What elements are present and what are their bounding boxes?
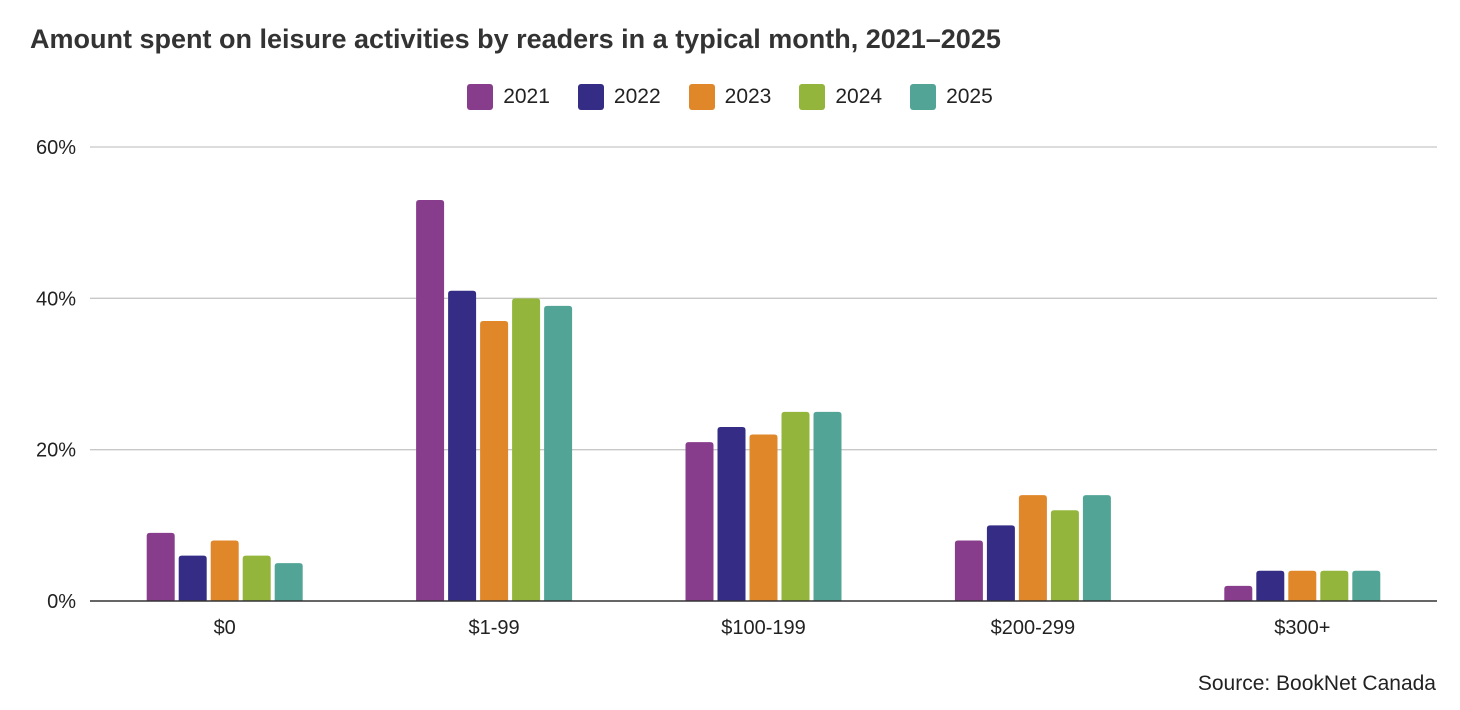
bar	[749, 434, 778, 601]
bar	[813, 411, 842, 601]
y-tick-label: 0%	[47, 591, 76, 613]
bar	[178, 555, 207, 601]
source-note: Source: BookNet Canada	[1197, 672, 1436, 695]
bar	[1224, 585, 1253, 601]
y-tick-label: 20%	[36, 440, 76, 462]
y-tick-label: 60%	[36, 137, 76, 159]
legend-label: 2024	[835, 85, 883, 108]
bar	[1320, 570, 1349, 601]
legend-item: 2023	[688, 84, 772, 110]
bar	[512, 298, 541, 601]
bar	[1018, 495, 1047, 601]
bar	[544, 305, 573, 601]
x-tick-label: $1-99	[469, 617, 520, 639]
bar	[954, 540, 983, 601]
bar	[274, 563, 303, 601]
bar	[416, 199, 445, 601]
bar	[1352, 570, 1381, 601]
legend-label: 2021	[503, 85, 550, 108]
bar	[210, 540, 239, 601]
chart-title: Amount spent on leisure activities by re…	[30, 24, 1001, 54]
legend-swatch	[910, 84, 937, 110]
legend-item: 2024	[799, 84, 882, 110]
bar	[242, 555, 271, 601]
x-tick-label: $0	[214, 617, 236, 639]
bar	[1256, 570, 1285, 601]
bar	[1288, 570, 1317, 601]
bar	[480, 321, 509, 601]
x-tick-label: $100-199	[721, 617, 806, 639]
legend-label: 2023	[724, 85, 772, 108]
y-tick-label: 40%	[36, 288, 76, 310]
legend-swatch	[688, 84, 715, 110]
bar	[986, 525, 1015, 601]
legend-swatch	[467, 84, 494, 110]
bar	[781, 411, 810, 601]
x-tick-label: $300+	[1274, 617, 1330, 639]
legend-item: 2021	[467, 84, 550, 110]
bar	[685, 442, 714, 601]
bar	[448, 290, 477, 601]
legend-item: 2025	[910, 84, 993, 110]
x-tick-label: $200-299	[991, 617, 1076, 639]
legend-item: 2022	[577, 84, 661, 110]
legend-label: 2022	[613, 85, 661, 108]
legend: 2021 2022 2023 2024 2025	[0, 84, 1460, 110]
legend-label: 2025	[946, 85, 993, 108]
legend-swatch	[799, 84, 826, 110]
bar	[146, 532, 175, 601]
legend-swatch	[577, 84, 604, 110]
bar	[1050, 510, 1079, 601]
bar	[717, 426, 746, 601]
bar	[1082, 495, 1111, 601]
